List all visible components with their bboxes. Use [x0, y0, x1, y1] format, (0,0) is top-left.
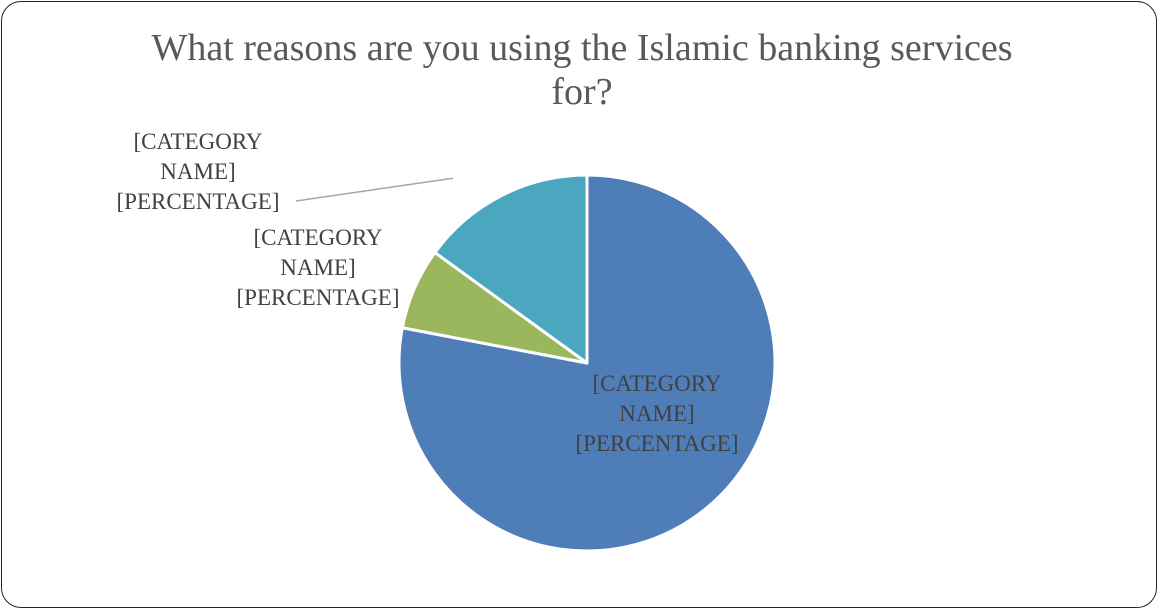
- chart-title: What reasons are you using the Islamic b…: [151, 27, 1013, 113]
- data-label-line: [CATEGORY: [253, 225, 382, 250]
- data-label-line: NAME]: [280, 255, 355, 280]
- pie-slices: [397, 173, 777, 553]
- data-label-line: [PERCENTAGE]: [576, 431, 739, 456]
- leader-lines: [295, 177, 454, 202]
- data-label-line: NAME]: [160, 159, 235, 184]
- pie-slice-3: [433, 173, 589, 365]
- data-label-line: [CATEGORY: [133, 129, 262, 154]
- data-label-line: [CATEGORY: [592, 371, 721, 396]
- data-label-3: [CATEGORY NAME] [PERCENTAGE]: [117, 129, 280, 214]
- leader-line: [295, 177, 454, 202]
- data-label-line: [PERCENTAGE]: [237, 285, 400, 310]
- data-label-line: [PERCENTAGE]: [117, 189, 280, 214]
- data-label-1: [CATEGORY NAME] [PERCENTAGE]: [576, 371, 739, 456]
- data-label-2: [CATEGORY NAME] [PERCENTAGE]: [237, 225, 400, 310]
- data-labels: [CATEGORY NAME] [PERCENTAGE] [CATEGORY NAME]…: [117, 129, 739, 456]
- data-label-line: NAME]: [619, 401, 694, 426]
